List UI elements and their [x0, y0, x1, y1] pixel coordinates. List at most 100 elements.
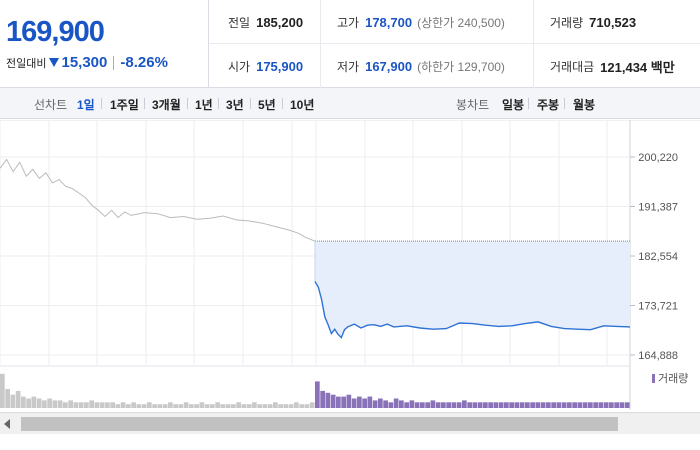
volume-bar-today: [320, 390, 325, 408]
current-price-box: 169,900 전일대비 15,300 -8.26%: [0, 0, 209, 88]
tab-separator: [282, 98, 283, 109]
scroll-left-arrow-icon[interactable]: [4, 419, 10, 429]
volume-bar-today: [330, 394, 336, 408]
volume-bar-today: [609, 402, 614, 408]
volume-bar-today: [488, 402, 493, 408]
volume-bar-today: [514, 402, 520, 408]
volume-bar-today: [546, 402, 551, 408]
volume-bar-previous-day: [210, 404, 215, 408]
tab-3years[interactable]: 3년: [226, 98, 244, 112]
tab-separator: [101, 98, 102, 109]
volume-bar-today: [372, 400, 378, 408]
volume-bar-previous-day: [15, 390, 21, 408]
chart-scrollbar[interactable]: [0, 412, 700, 434]
volume-bar-previous-day: [120, 402, 126, 408]
stat-label: 고가: [337, 15, 360, 30]
tab-separator: [144, 98, 145, 109]
volume-bar-today: [525, 402, 530, 408]
y-tick-label: 200,220: [638, 152, 678, 164]
volume-bar-today: [530, 402, 535, 408]
volume-bar-previous-day: [78, 402, 84, 408]
volume-bar-today: [409, 400, 415, 408]
volume-bar-previous-day: [94, 402, 100, 408]
volume-bar-today: [588, 402, 593, 408]
volume-bar-today: [561, 402, 567, 408]
stat-value: 175,900: [256, 58, 304, 74]
tab-1week[interactable]: 1주일: [110, 98, 139, 112]
volume-bar-previous-day: [246, 404, 252, 408]
volume-bar-previous-day: [115, 404, 121, 408]
volume-bar-previous-day: [189, 404, 194, 408]
volume-bar-today: [535, 402, 541, 408]
volume-bar-previous-day: [21, 396, 26, 408]
tab-monthly-candle[interactable]: 월봉: [573, 98, 596, 112]
tab-3months[interactable]: 3개월: [152, 98, 181, 112]
tab-weekly-candle[interactable]: 주봉: [537, 98, 560, 112]
volume-bar-previous-day: [252, 402, 257, 408]
change-amount: 15,300: [61, 54, 108, 71]
volume-bar-previous-day: [299, 404, 304, 408]
stats-row: 전일 185,200 고가 178,700 (상한가 240,500) 거래량 …: [210, 0, 700, 44]
lower-limit: (하한가 129,700): [417, 59, 505, 74]
stat-high: 고가 178,700 (상한가 240,500): [337, 0, 505, 44]
intraday-price-chart[interactable]: 200,220 191,387 182,554 173,721 164,888 거래량: [0, 120, 700, 410]
volume-bar-previous-day: [309, 402, 315, 408]
volume-bar-today: [556, 402, 562, 408]
line-chart-label: 선차트: [34, 98, 68, 112]
volume-bar-previous-day: [199, 402, 205, 408]
tab-separator: [218, 98, 219, 109]
volume-bar-previous-day: [257, 404, 262, 408]
tab-1year[interactable]: 1년: [195, 98, 213, 112]
volume-bar-previous-day: [57, 400, 63, 408]
stats-column-divider: [320, 0, 321, 88]
tab-daily-candle[interactable]: 일봉: [502, 98, 525, 112]
scroll-thumb[interactable]: [21, 417, 618, 431]
volume-bar-today: [325, 392, 331, 408]
price-chart-area[interactable]: 200,220 191,387 182,554 173,721 164,888 거래량: [0, 120, 700, 410]
tab-10years[interactable]: 10년: [290, 98, 315, 112]
volume-bar-previous-day: [5, 389, 10, 408]
y-tick-label: 182,554: [638, 251, 678, 263]
tab-separator: [564, 98, 565, 109]
volume-bar-previous-day: [283, 404, 289, 408]
volume-legend-swatch: [652, 374, 655, 383]
volume-bar-today: [519, 402, 525, 408]
volume-bar-previous-day: [288, 404, 294, 408]
volume-bar-today: [572, 402, 577, 408]
volume-bar-today: [504, 402, 509, 408]
volume-bar-today: [388, 402, 394, 408]
tab-5years[interactable]: 5년: [258, 98, 276, 112]
volume-bar-previous-day: [304, 404, 310, 408]
volume-bar-previous-day: [105, 402, 110, 408]
stat-value: 167,900: [365, 58, 413, 74]
tab-separator: [528, 98, 529, 109]
stat-value: 121,434 백만: [600, 59, 675, 75]
stat-volume: 거래량 710,523: [550, 0, 636, 44]
volume-bar-today: [477, 402, 483, 408]
volume-bar-previous-day: [0, 373, 5, 408]
volume-bar-previous-day: [267, 404, 273, 408]
volume-bar-today: [404, 402, 409, 408]
stat-value: 185,200: [256, 14, 304, 30]
volume-bar-today: [351, 398, 357, 408]
volume-bar-today: [456, 402, 462, 408]
volume-bar-today: [367, 396, 373, 408]
stat-label: 시가: [228, 59, 251, 74]
volume-bar-today: [341, 396, 346, 408]
volume-bar-today: [425, 402, 430, 408]
series-line-today: [314, 281, 631, 339]
tab-separator: [187, 98, 188, 109]
volume-bar-previous-day: [136, 404, 142, 408]
stat-open: 시가 175,900: [228, 44, 303, 88]
volume-bar-today: [420, 402, 425, 408]
tab-1day[interactable]: 1일: [77, 98, 95, 112]
volume-bar-previous-day: [84, 402, 89, 408]
volume-bar-previous-day: [47, 398, 52, 408]
volume-bar-previous-day: [141, 404, 147, 408]
change-row: 전일대비 15,300 -8.26%: [6, 54, 168, 71]
stat-value: 710,523: [589, 14, 637, 30]
stat-value: 178,700: [365, 14, 413, 30]
stats-row: 시가 175,900 저가 167,900 (하한가 129,700) 거래대금…: [210, 44, 700, 88]
volume-bar-previous-day: [220, 404, 226, 408]
volume-bar-previous-day: [241, 404, 247, 408]
